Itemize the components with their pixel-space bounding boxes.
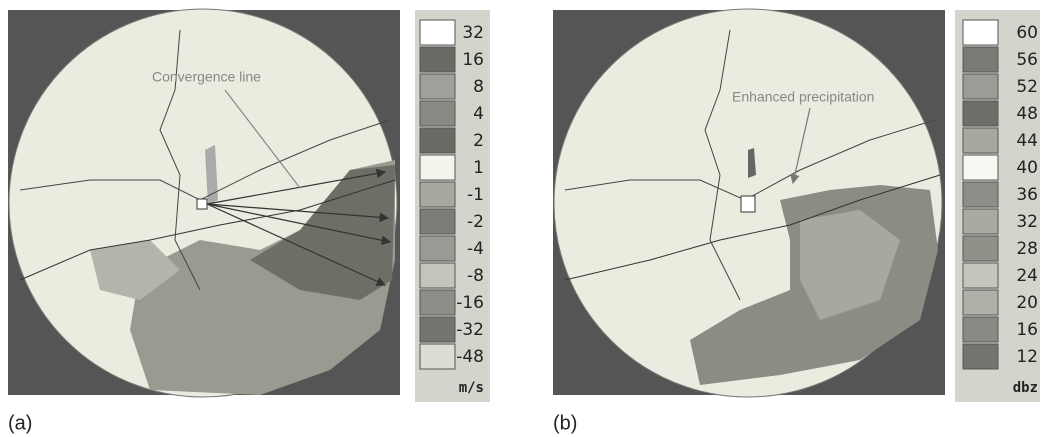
- legend-label: 32: [462, 23, 484, 43]
- panel-label: (a): [8, 412, 32, 434]
- legend-swatch: [420, 344, 455, 369]
- legend-label: -16: [456, 293, 484, 313]
- legend-label: 1: [473, 158, 484, 178]
- legend-label: 4: [473, 104, 484, 124]
- legend-swatch: [420, 20, 455, 45]
- legend-label: 8: [473, 77, 484, 97]
- legend-label: 2: [473, 131, 484, 151]
- legend-label: -8: [467, 266, 484, 286]
- legend-swatch: [420, 155, 455, 180]
- legend-swatch: [420, 236, 455, 261]
- legend-swatch: [963, 344, 998, 369]
- legend-swatch: [963, 182, 998, 207]
- legend-swatch: [963, 236, 998, 261]
- legend-swatch: [420, 290, 455, 315]
- legend-swatch: [420, 182, 455, 207]
- legend-swatch: [963, 155, 998, 180]
- legend-label: 48: [1016, 104, 1038, 124]
- legend-swatch: [963, 317, 998, 342]
- legend-label: 28: [1016, 239, 1038, 259]
- radar-image-b: [553, 9, 945, 397]
- legend-label: 24: [1016, 266, 1038, 286]
- annotation: Enhanced precipitation: [732, 89, 874, 105]
- legend-label: 20: [1016, 293, 1038, 313]
- legend-label: 16: [462, 50, 484, 70]
- radar-image-a: [8, 9, 400, 397]
- legend-label: -4: [467, 239, 484, 259]
- legend-swatch: [420, 74, 455, 99]
- legend-label: 44: [1016, 131, 1038, 151]
- legend-unit: m/s: [459, 380, 484, 396]
- legend-swatch: [420, 209, 455, 234]
- legend-label: 36: [1016, 185, 1038, 205]
- annotation: Convergence line: [152, 69, 261, 85]
- legend-label: 60: [1016, 23, 1038, 43]
- legend-swatch: [963, 20, 998, 45]
- legend-unit: dbz: [1013, 380, 1038, 396]
- legend-label: 40: [1016, 158, 1038, 178]
- legend-swatch: [963, 128, 998, 153]
- legend-swatch: [420, 317, 455, 342]
- legend-swatch: [963, 101, 998, 126]
- legend-swatch: [420, 128, 455, 153]
- legend-label: 12: [1016, 347, 1038, 367]
- legend-label: -32: [456, 320, 484, 340]
- legend-label: -1: [467, 185, 484, 205]
- legend-label: 56: [1016, 50, 1038, 70]
- legend-swatch: [420, 47, 455, 72]
- legend-label: 52: [1016, 77, 1038, 97]
- legend-swatch: [420, 101, 455, 126]
- legend-label: -2: [467, 212, 484, 232]
- legend-label: 16: [1016, 320, 1038, 340]
- legend-label: -48: [456, 347, 484, 367]
- legend-swatch: [420, 263, 455, 288]
- legend-swatch: [963, 209, 998, 234]
- legend-swatch: [963, 290, 998, 315]
- legend-label: 32: [1016, 212, 1038, 232]
- legend-swatch: [963, 74, 998, 99]
- panel-label: (b): [553, 412, 577, 434]
- legend-swatch: [963, 47, 998, 72]
- legend-swatch: [963, 263, 998, 288]
- figure: 32 16 8 4 2 1 -1 -2 -4 -8 -16 -32 -48 m/s Convergence …: [0, 0, 1046, 437]
